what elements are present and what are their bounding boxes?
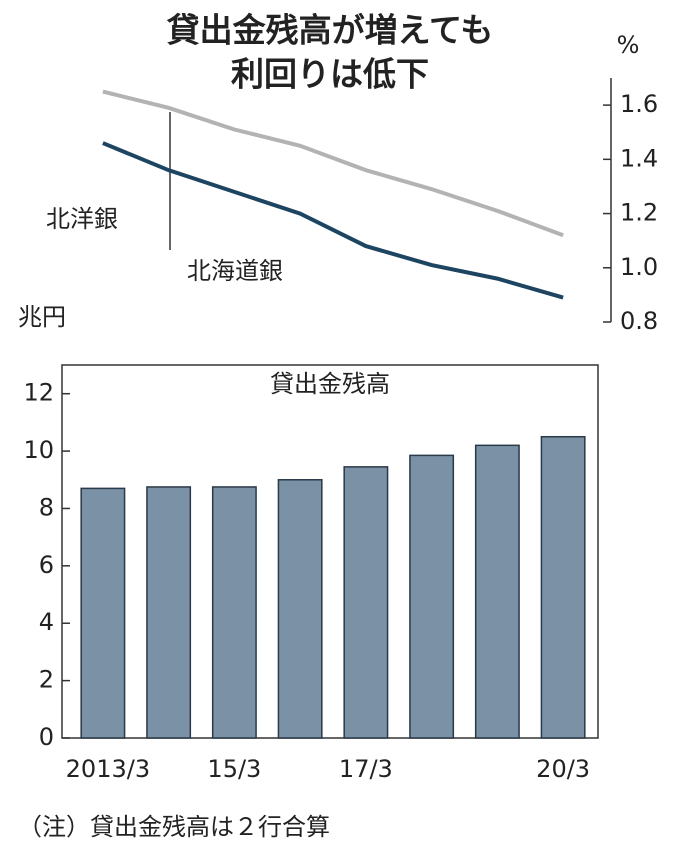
- y-tick-label: 8: [39, 493, 54, 521]
- y-tick-label: 2: [39, 666, 54, 694]
- plot-frame: [61, 364, 599, 739]
- bar: [540, 435, 586, 739]
- x-tick-label: 15/3: [207, 755, 261, 783]
- bar: [277, 479, 323, 739]
- bar: [211, 486, 257, 739]
- line-series: [102, 89, 564, 238]
- y-tick-label: 1.6: [620, 90, 658, 118]
- y-tick-label: 1.2: [620, 199, 658, 227]
- chart-subtitle: 貸出金残高: [270, 370, 390, 398]
- bar: [474, 444, 520, 739]
- y-tick-label: 4: [39, 608, 54, 636]
- bar: [146, 486, 192, 739]
- bar: [409, 454, 455, 739]
- series-label: 北洋銀: [46, 205, 118, 233]
- series-label: 北海道銀: [187, 257, 283, 285]
- line-series: [102, 141, 564, 300]
- y-tick-label: 0.8: [620, 307, 658, 335]
- y-tick-label: 6: [39, 551, 54, 579]
- y-tick-label: 0: [39, 723, 54, 751]
- chart-title: 貸出金残高が増えても: [166, 11, 494, 50]
- y-tick-label: 12: [23, 379, 54, 407]
- bar: [343, 466, 389, 739]
- unit-label: 兆円: [18, 303, 66, 331]
- x-tick-label: 20/3: [536, 755, 590, 783]
- y-tick-label: 1.0: [620, 253, 658, 281]
- note: （注）貸出金残高は２行合算: [18, 813, 330, 841]
- chart-title: 利回りは低下: [231, 55, 429, 94]
- unit-label: %: [617, 31, 640, 59]
- x-tick-label: 17/3: [339, 755, 393, 783]
- x-tick-label: 2013/3: [66, 755, 150, 783]
- bar: [80, 487, 126, 739]
- y-tick-label: 1.4: [620, 144, 658, 172]
- y-tick-label: 10: [23, 436, 54, 464]
